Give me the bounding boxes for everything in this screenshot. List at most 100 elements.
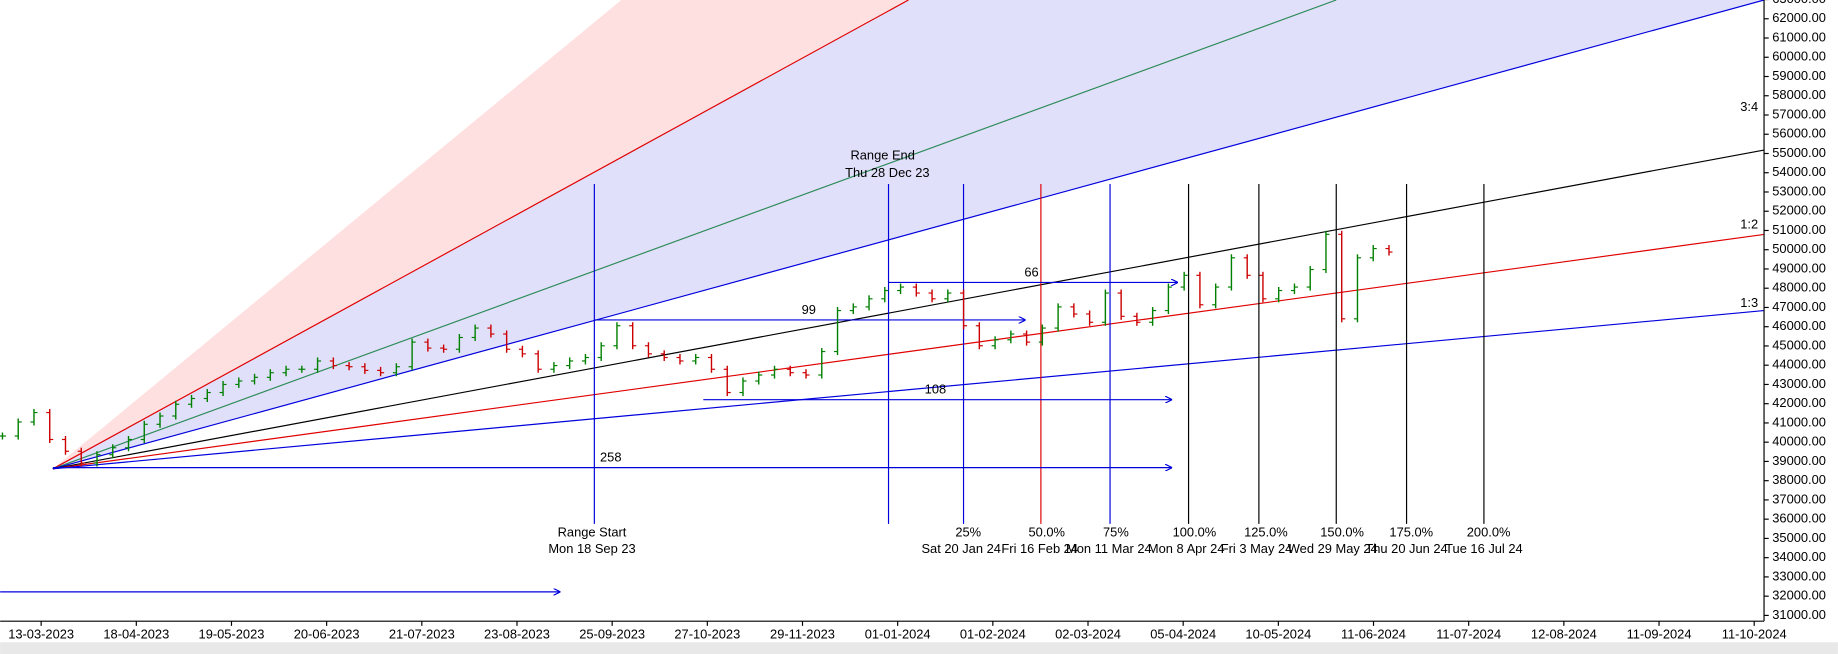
y-tick-label: 54000.00 [1772,164,1826,179]
fan-line [52,0,1765,470]
y-tick-label: 60000.00 [1772,49,1826,64]
price-bar [1101,289,1109,326]
price-bar [581,353,589,365]
x-tick-label: 02-03-2024 [1055,627,1121,642]
price-bar [739,377,747,397]
percent-label: 75% [1103,525,1129,540]
price-bar [361,363,369,374]
price-bar [219,380,227,397]
y-tick-label: 57000.00 [1772,106,1826,121]
price-bar [944,289,952,303]
x-tick-label: 20-06-2023 [294,627,360,642]
y-tick-label: 52000.00 [1772,203,1826,218]
price-bar [692,353,700,365]
x-tick-label: 12-08-2024 [1531,627,1597,642]
price-bar [1054,303,1062,332]
price-bar [77,447,85,467]
price-bar [802,369,810,379]
price-bar [755,371,763,385]
price-bar [314,357,322,373]
price-bar [487,324,495,338]
y-tick-label: 35000.00 [1772,530,1826,545]
price-bars [0,230,1393,467]
price-bar [660,350,668,362]
price-bar [1385,245,1393,256]
price-bar [928,289,936,303]
y-tick-label: 34000.00 [1772,549,1826,564]
range-label: Range Start [558,525,627,540]
price-bar [1007,330,1015,344]
price-bar [707,353,715,373]
price-bar [408,338,416,371]
price-bar [329,357,337,370]
price-bar [534,350,542,373]
percent-label: 200.0% [1467,525,1511,540]
price-bar [1290,283,1298,295]
price-bar [503,330,511,353]
price-bar [991,336,999,350]
y-tick-label: 36000.00 [1772,511,1826,526]
y-tick-label: 45000.00 [1772,337,1826,352]
price-bar [93,451,101,467]
y-tick-label: 31000.00 [1772,607,1826,622]
price-bar [172,400,180,420]
x-tick-label: 01-02-2024 [960,627,1026,642]
y-tick-label: 48000.00 [1772,280,1826,295]
y-tick-label: 43000.00 [1772,376,1826,391]
date-label: Thu 20 Jun 24 [1365,541,1447,556]
price-bar [1212,283,1220,309]
range-label: Thu 28 Dec 23 [845,165,929,180]
price-bar [676,353,684,365]
y-tick-label: 63000.00 [1772,0,1826,6]
percent-label: 100.0% [1173,525,1217,540]
price-bar [424,338,432,352]
price-bar [1353,254,1361,323]
price-bar [1086,310,1094,326]
y-tick-label: 56000.00 [1772,126,1826,141]
price-bar [440,344,448,353]
price-bar [960,289,968,330]
price-bar [1023,330,1031,346]
date-label: Fri 16 Feb 24 [1001,541,1078,556]
price-bar [518,345,526,358]
fan-label: 3:4 [1740,99,1758,114]
price-bar [266,369,274,381]
price-bar [282,365,290,377]
price-bar [566,357,574,370]
price-bar [1259,271,1267,303]
y-tick-label: 50000.00 [1772,241,1826,256]
fan-label: 1:2 [1740,216,1758,231]
price-bar [298,365,306,373]
y-tick-label: 39000.00 [1772,453,1826,468]
x-tick-label: 18-04-2023 [103,627,169,642]
price-bar [61,435,70,455]
x-tick-label: 23-08-2023 [484,627,550,642]
y-tick-label: 55000.00 [1772,145,1826,160]
count-label: 108 [925,382,946,397]
price-bar [849,303,857,315]
fan-label: 1:3 [1740,295,1758,310]
price-bar [818,348,826,379]
y-tick-label: 33000.00 [1772,568,1826,583]
percent-label: 25% [955,525,981,540]
x-tick-label: 13-03-2023 [8,627,74,642]
price-bar [1180,271,1188,291]
price-bar [881,287,889,303]
price-bar [1369,245,1377,262]
y-tick-label: 46000.00 [1772,318,1826,333]
x-tick-label: 11-06-2024 [1341,627,1406,642]
price-bar [1038,324,1046,346]
price-bar [140,420,148,444]
percent-label: 50.0% [1028,525,1065,540]
price-bar [235,377,243,388]
percent-label: 175.0% [1389,525,1433,540]
price-bar [156,412,164,428]
percent-label: 125.0% [1244,525,1288,540]
y-tick-label: 38000.00 [1772,472,1826,487]
price-bar [770,365,779,379]
price-bar [203,389,211,403]
price-bar [1243,254,1251,279]
y-tick-label: 47000.00 [1772,299,1826,314]
price-bar [613,322,621,350]
